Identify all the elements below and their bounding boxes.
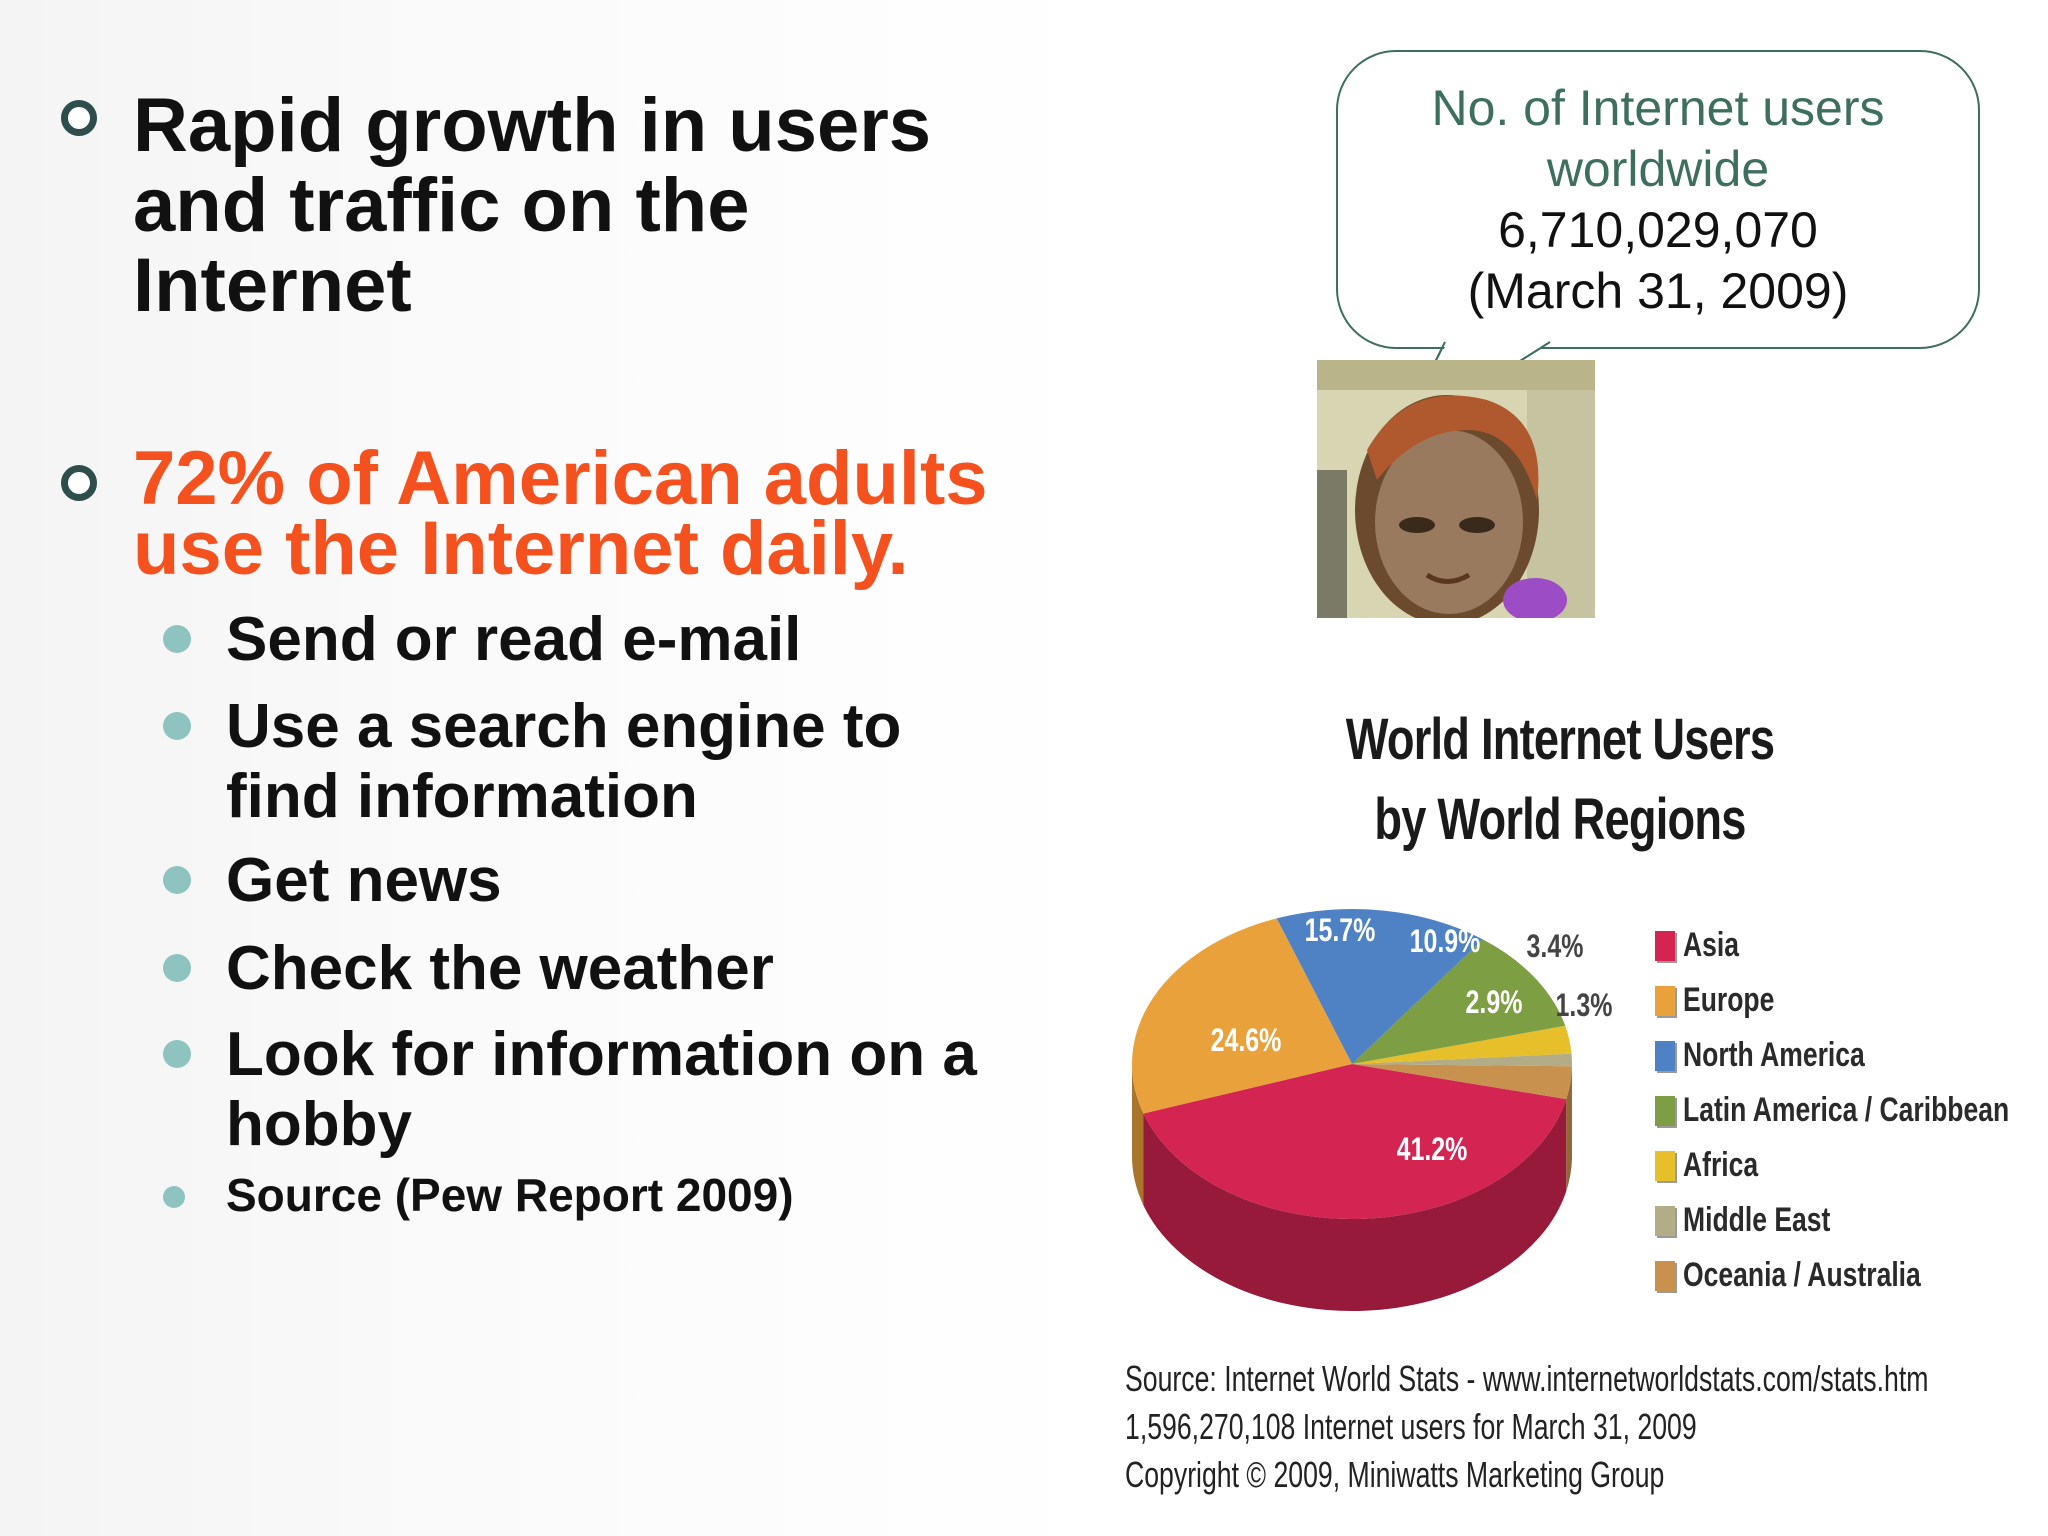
- sub-bullet-news: Get news: [226, 846, 502, 915]
- legend-swatch: [1655, 1205, 1675, 1236]
- legend-label: Africa: [1683, 1146, 1759, 1184]
- pie-slice-asia: [1143, 1064, 1567, 1219]
- sub-bullet-email: Send or read e-mail: [226, 605, 802, 674]
- bullet-ring-icon: [61, 465, 97, 501]
- callout-line1: No. of Internet users: [1431, 80, 1885, 136]
- pie-slice-oceania-australia: [1352, 1064, 1572, 1100]
- legend-label: Oceania / Australia: [1683, 1256, 1921, 1294]
- source-line-3: Copyright © 2009, Miniwatts Marketing Gr…: [1125, 1454, 1665, 1495]
- legend-label: Europe: [1683, 981, 1775, 1019]
- legend-label: Latin America / Caribbean: [1683, 1091, 2010, 1129]
- sub-bullet-source: Source (Pew Report 2009): [226, 1169, 794, 1221]
- sub-bullet-dot-icon: [163, 954, 191, 982]
- legend-item-asia: Asia: [1655, 918, 2048, 973]
- pie-data-labels: 41.2% 3.4% 1.3% 2.9% 10.9% 15.7% 24.6%: [1211, 913, 1613, 1168]
- avatar: [1317, 360, 1595, 618]
- source-line-1: Source: Internet World Stats - www.inter…: [1125, 1358, 1929, 1399]
- callout-text: No. of Internet users worldwide 6,710,02…: [1336, 78, 1980, 322]
- sub-bullet-weather: Check the weather: [226, 934, 774, 1003]
- legend-swatch: [1655, 1040, 1675, 1071]
- legend-item-north-america: North America: [1655, 1028, 2048, 1083]
- legend-swatch: [1655, 1260, 1675, 1291]
- callout-bubble: [1336, 50, 1980, 349]
- legend-item-oceania-australia: Oceania / Australia: [1655, 1248, 2048, 1303]
- sub-bullet-dot-icon: [163, 1040, 191, 1068]
- chart-legend: Asia Europe North America Latin America / C…: [1655, 918, 2048, 1303]
- sub-bullet-dot-icon: [163, 866, 191, 894]
- pie-label-asia: 41.2%: [1397, 1132, 1468, 1168]
- pie-side-europe: [1132, 1064, 1144, 1206]
- legend-swatch: [1655, 930, 1675, 961]
- pie-slice-latin-america-caribbean: [1352, 939, 1566, 1064]
- sub-bullet-dot-icon: [163, 1186, 185, 1208]
- legend-label: Asia: [1683, 926, 1740, 964]
- pie-slice-africa: [1352, 1025, 1572, 1064]
- pie-label-africa: 2.9%: [1466, 985, 1523, 1021]
- sub-bullet-search-engine: Use a search engine to find information: [226, 692, 902, 831]
- slide-background-shade: [0, 0, 1110, 1536]
- bullet-ring-icon: [61, 100, 97, 136]
- legend-item-middle-east: Middle East: [1655, 1193, 2048, 1248]
- pie-slices: [1132, 908, 1572, 1219]
- pie-side-asia: [1143, 1099, 1567, 1311]
- legend-item-africa: Africa: [1655, 1138, 2048, 1193]
- sub-bullet-hobby: Look for information on a hobby: [226, 1020, 977, 1159]
- pie-label-latin-america-caribbean: 10.9%: [1410, 924, 1481, 960]
- sub-bullet-dot-icon: [163, 712, 191, 740]
- legend-item-latin-america-caribbean: Latin America / Caribbean: [1655, 1083, 2048, 1138]
- legend-swatch: [1655, 985, 1675, 1016]
- pie-slice-middle-east: [1352, 1053, 1572, 1067]
- callout-line2: worldwide: [1546, 141, 1770, 197]
- pie-side-walls: [1132, 1064, 1572, 1311]
- pie-label-north-america: 15.7%: [1305, 913, 1376, 949]
- legend-item-europe: Europe: [1655, 973, 2048, 1028]
- pie-slice-north-america: [1276, 908, 1483, 1064]
- source-line-2: 1,596,270,108 Internet users for March 3…: [1125, 1406, 1697, 1447]
- legend-label: Middle East: [1683, 1201, 1831, 1239]
- legend-label: North America: [1683, 1036, 1865, 1074]
- pie-label-middle-east: 1.3%: [1556, 988, 1613, 1024]
- pie-slice-europe: [1132, 918, 1352, 1114]
- pie-label-oceania-australia: 3.4%: [1527, 929, 1584, 965]
- avatar-illustration: [1317, 360, 1595, 618]
- chart-source: Source: Internet World Stats - www.inter…: [1125, 1355, 1929, 1499]
- bullet-american-adults: 72% of American adults use the Internet …: [133, 436, 988, 591]
- chart-title: World Internet Users by World Regions: [1345, 707, 1775, 852]
- pie-label-europe: 24.6%: [1211, 1023, 1282, 1059]
- legend-swatch: [1655, 1150, 1675, 1181]
- bullet-rapid-growth: Rapid growth in users and traffic on the…: [133, 83, 932, 328]
- callout-user-count: 6,710,029,070: [1498, 202, 1818, 258]
- sub-bullet-dot-icon: [163, 625, 191, 653]
- pie-side-oceania-australia: [1566, 1066, 1572, 1192]
- callout-date: (March 31, 2009): [1467, 263, 1849, 319]
- legend-swatch: [1655, 1095, 1675, 1126]
